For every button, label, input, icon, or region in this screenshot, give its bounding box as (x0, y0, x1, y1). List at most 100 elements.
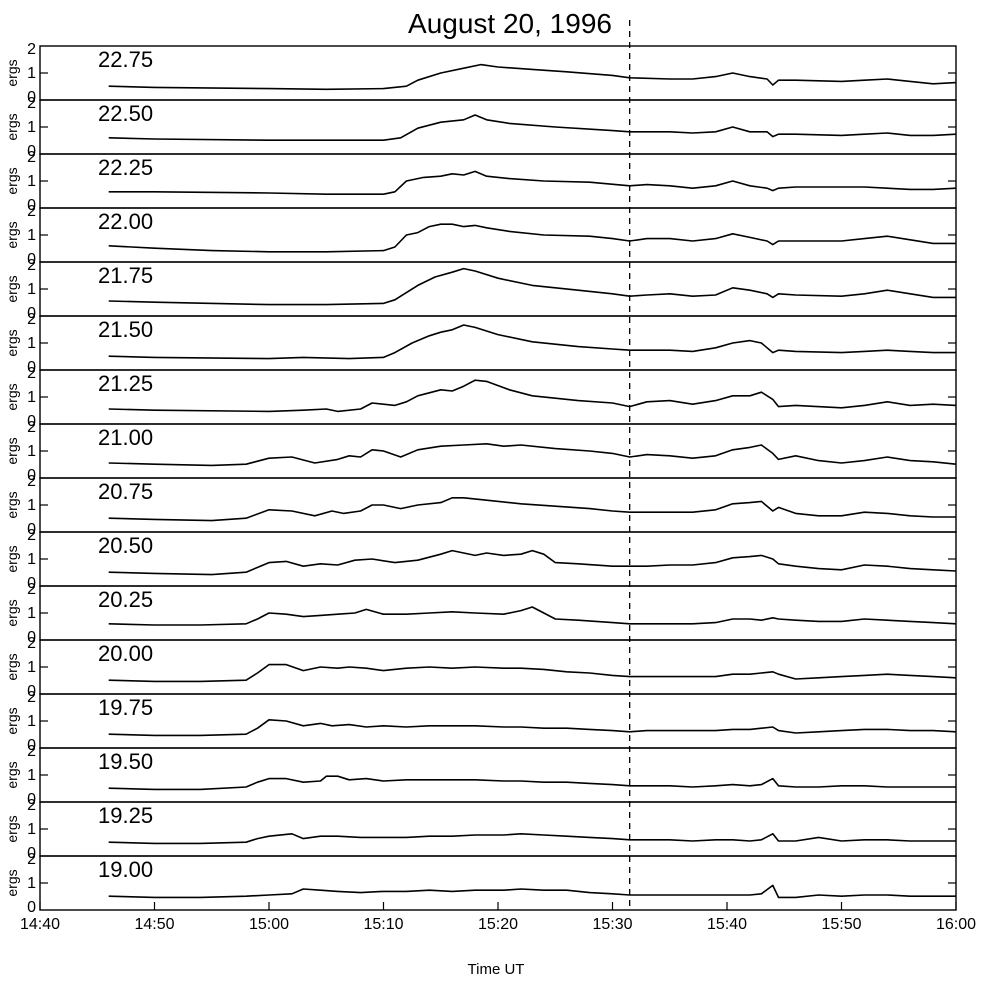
panel-frame (39, 261, 957, 317)
x-axis-ticks: 14:40 14:50 15:00 15:10 15:20 15:30 15:40 15:50… (20, 902, 976, 933)
panel-frame (39, 45, 957, 101)
panel-frame (39, 423, 957, 479)
panel: 0 1 2 ergs 22.25 (4, 149, 957, 214)
panel-frame (39, 855, 957, 911)
panel: 0 1 2 ergs 20.00 (4, 635, 957, 700)
y-tick-label: 2 (27, 527, 36, 544)
series-label: 21.25 (98, 371, 153, 396)
y-tick-label: 1 (27, 119, 36, 136)
series-label: 22.25 (98, 155, 153, 180)
series-label: 22.75 (98, 47, 153, 72)
y-tick-label: 2 (27, 797, 36, 814)
series-line (108, 379, 957, 413)
series-label: 21.00 (98, 425, 153, 450)
y-tick-label: 1 (27, 605, 36, 622)
series-line (108, 170, 957, 195)
y-axis-label: ergs (4, 383, 20, 410)
x-tick-label: 15:00 (249, 916, 289, 933)
panel: 0 1 2 ergs 20.25 (4, 581, 957, 646)
y-tick-label: 1 (27, 227, 36, 244)
series-line (108, 719, 957, 737)
series-label: 22.00 (98, 209, 153, 234)
y-tick-label: 2 (27, 635, 36, 652)
y-axis-label: ergs (4, 761, 20, 788)
panel-frame (39, 477, 957, 533)
y-tick-label: 0 (27, 89, 36, 106)
series-line (108, 775, 956, 791)
y-tick-label: 2 (27, 473, 36, 490)
y-axis-label: ergs (4, 167, 20, 194)
y-tick-label: 2 (27, 581, 36, 598)
y-tick-label: 0 (27, 359, 36, 376)
panel: 0 1 2 ergs 20.75 (4, 473, 957, 538)
series-line (108, 267, 956, 306)
series-line (108, 443, 957, 467)
panel: 0 1 2 ergs 22.75 (4, 41, 957, 106)
y-axis-label: ergs (4, 437, 20, 464)
y-tick-label: 0 (27, 197, 36, 214)
y-tick-label: 2 (27, 203, 36, 220)
series-label: 20.00 (98, 641, 153, 666)
series-line (108, 663, 957, 683)
panel-frame (39, 801, 957, 857)
series-label: 20.75 (98, 479, 153, 504)
series-line (108, 884, 956, 899)
panel-frame (39, 369, 957, 425)
y-tick-label: 2 (27, 149, 36, 166)
panel: 0 1 2 ergs 19.00 (4, 851, 957, 916)
y-tick-label: 0 (27, 251, 36, 268)
series-line (108, 324, 956, 360)
y-tick-label: 1 (27, 767, 36, 784)
y-tick-label: 1 (27, 875, 36, 892)
panel-frame (39, 747, 957, 803)
series-label: 21.50 (98, 317, 153, 342)
y-axis-label: ergs (4, 707, 20, 734)
x-tick-label: 14:40 (20, 916, 60, 933)
panel-frame (39, 207, 957, 263)
y-tick-label: 1 (27, 173, 36, 190)
panel: 0 1 2 ergs 22.50 (4, 95, 957, 160)
y-axis-label: ergs (4, 113, 20, 140)
x-tick-label: 15:20 (478, 916, 518, 933)
y-tick-label: 0 (27, 413, 36, 430)
y-axis-label: ergs (4, 815, 20, 842)
y-tick-label: 1 (27, 335, 36, 352)
panel-frame (39, 639, 957, 695)
y-tick-label: 2 (27, 311, 36, 328)
series-label: 19.00 (98, 857, 153, 882)
series-line (108, 606, 957, 626)
y-axis-label: ergs (4, 275, 20, 302)
y-axis-label: ergs (4, 329, 20, 356)
y-tick-label: 1 (27, 443, 36, 460)
y-tick-label: 1 (27, 389, 36, 406)
series-line (108, 833, 956, 845)
y-tick-label: 2 (27, 365, 36, 382)
y-tick-label: 2 (27, 851, 36, 868)
y-axis-label: ergs (4, 491, 20, 518)
y-tick-label: 0 (27, 143, 36, 160)
series-label: 22.50 (98, 101, 153, 126)
series-line (108, 223, 956, 253)
y-tick-label: 0 (27, 791, 36, 808)
y-tick-label: 2 (27, 419, 36, 436)
panel: 0 1 2 ergs 21.25 (4, 365, 957, 430)
series-label: 19.25 (98, 803, 153, 828)
panel-frame (39, 99, 957, 155)
x-tick-label: 14:50 (134, 916, 174, 933)
y-tick-label: 1 (27, 713, 36, 730)
chart-title: August 20, 1996 (408, 8, 612, 39)
y-axis-label: ergs (4, 599, 20, 626)
series-label: 20.50 (98, 533, 153, 558)
y-tick-label: 1 (27, 821, 36, 838)
y-tick-label: 0 (27, 629, 36, 646)
series-line (108, 114, 957, 141)
panel-frame (39, 585, 957, 641)
series-label: 19.75 (98, 695, 153, 720)
y-tick-label: 2 (27, 95, 36, 112)
y-axis-label: ergs (4, 869, 20, 896)
y-tick-label: 0 (27, 467, 36, 484)
panel-frame (39, 153, 957, 209)
panel: 0 1 2 ergs 20.50 (4, 527, 957, 592)
x-axis-label: Time UT (468, 961, 525, 978)
